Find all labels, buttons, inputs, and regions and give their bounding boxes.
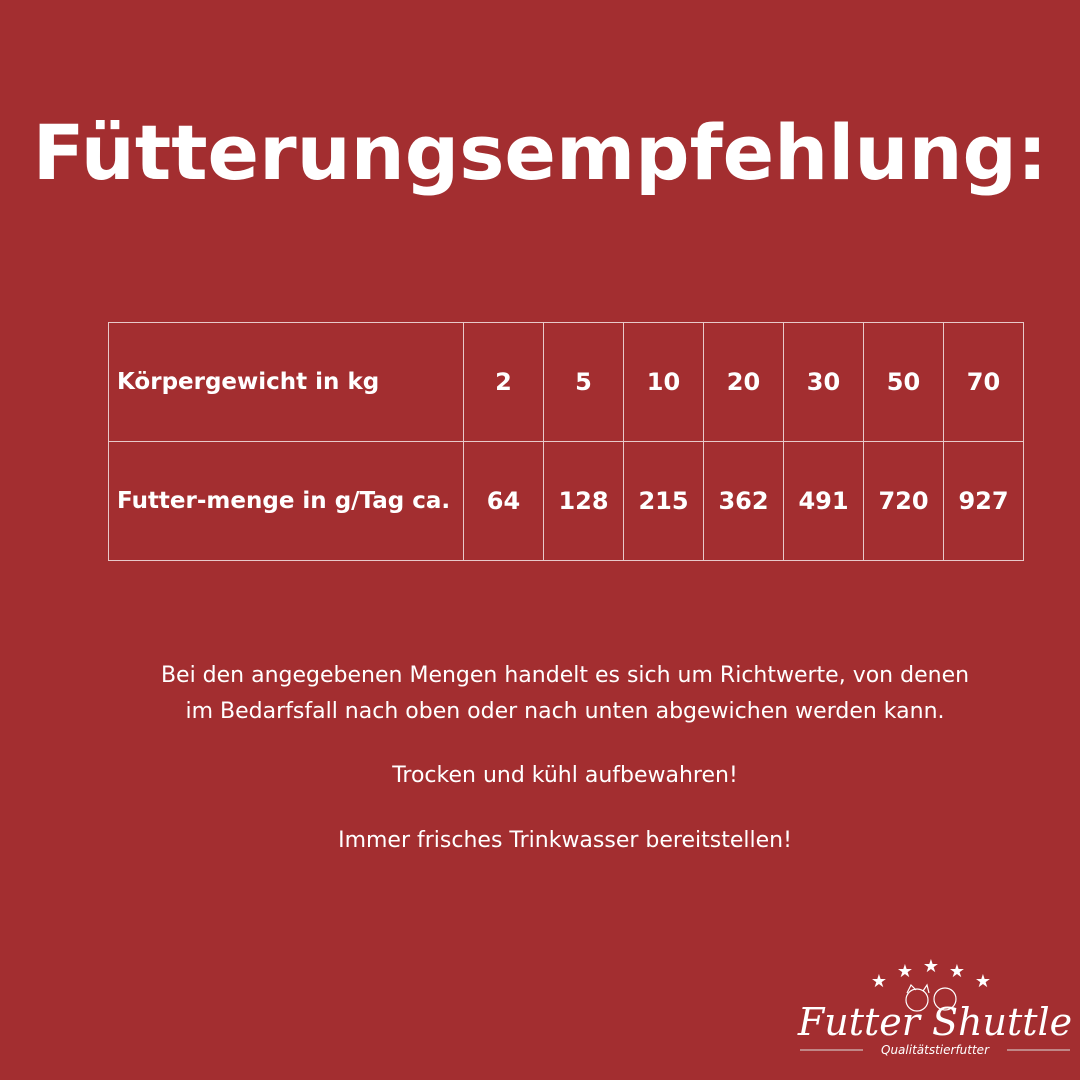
row-label: Futter-menge in g/Tag ca. — [108, 441, 464, 561]
note-line-1: Bei den angegebenen Mengen handelt es si… — [160, 663, 970, 688]
table-cell: 50 — [863, 322, 944, 442]
note-line-2: im Bedarfsfall nach oben oder nach unten… — [185, 699, 945, 724]
note-storage: Trocken und kühl aufbewahren! — [392, 763, 738, 788]
table-cell: 10 — [623, 322, 704, 442]
table-cell: 64 — [463, 441, 544, 561]
page-title: Fütterungsempfehlung: — [32, 108, 1048, 197]
row-label: Körpergewicht in kg — [108, 322, 464, 442]
cat-dog-icon — [905, 983, 957, 1012]
table-cell: 2 — [463, 322, 544, 442]
logo-tagline: Qualitätstierfutter — [881, 1043, 990, 1057]
table-row-amount: Futter-menge in g/Tag ca. 64 128 215 362… — [108, 441, 1024, 561]
svg-text:★: ★ — [923, 956, 939, 977]
svg-text:★: ★ — [871, 971, 887, 992]
stars-icon: ★ ★ ★ ★ ★ — [871, 956, 991, 992]
logo-wordmark: Futter Shuttle — [797, 1000, 1072, 1044]
table-cell: 927 — [943, 441, 1024, 561]
table-cell: 720 — [863, 441, 944, 561]
feeding-table: Körpergewicht in kg 2 5 10 20 30 50 70 F… — [108, 322, 1024, 561]
table-row-weight: Körpergewicht in kg 2 5 10 20 30 50 70 — [108, 322, 1024, 442]
note-guideline: Bei den angegebenen Mengen handelt es si… — [0, 658, 1080, 730]
table-cell: 20 — [703, 322, 784, 442]
svg-text:★: ★ — [949, 961, 965, 982]
table-cell: 128 — [543, 441, 624, 561]
table-cell: 30 — [783, 322, 864, 442]
table-cell: 491 — [783, 441, 864, 561]
svg-text:★: ★ — [975, 971, 991, 992]
futter-shuttle-logo: ★ ★ ★ ★ ★ Futter Shuttle Qualitätstierfu… — [797, 956, 1072, 1057]
table-cell: 5 — [543, 322, 624, 442]
svg-text:★: ★ — [897, 961, 913, 982]
note-water: Immer frisches Trinkwasser bereitstellen… — [338, 828, 792, 853]
table-cell: 70 — [943, 322, 1024, 442]
table-cell: 215 — [623, 441, 704, 561]
table-cell: 362 — [703, 441, 784, 561]
